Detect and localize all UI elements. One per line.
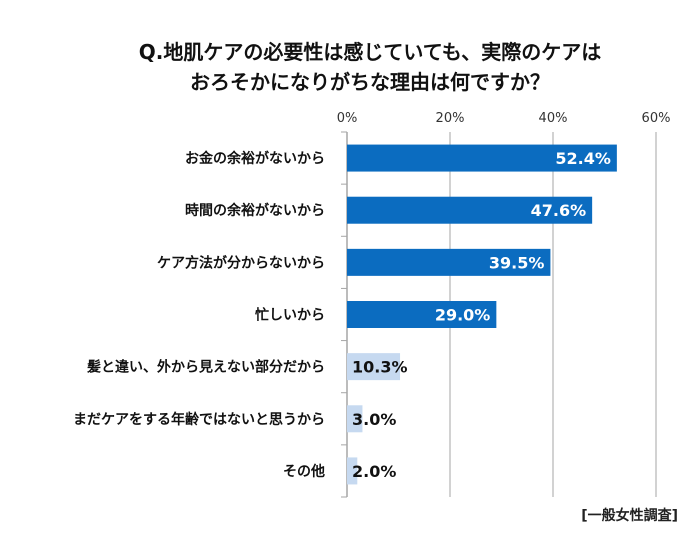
data-label: 39.5% <box>489 253 545 272</box>
data-label: 29.0% <box>435 306 491 325</box>
category-label: まだケアをする年齢ではないと思うから <box>73 411 325 428</box>
data-label: 52.4% <box>555 149 611 168</box>
category-label: ケア方法が分からないから <box>157 254 325 271</box>
bar <box>347 353 401 381</box>
category-label: 髪と違い、外から見えない部分だから <box>86 359 325 376</box>
data-label: 3.0% <box>352 410 396 429</box>
category-label: その他 <box>283 463 325 480</box>
bar <box>347 405 363 433</box>
data-label: 2.0% <box>352 462 396 481</box>
bar <box>347 248 551 276</box>
data-label: 10.3% <box>352 358 408 377</box>
source-note: [一般女性調査] <box>581 508 678 524</box>
category-label: お金の余裕がないから <box>185 150 325 167</box>
chart-title-line-2: おろそかになりがちな理由は何ですか？ <box>190 70 550 94</box>
x-tick-label: 40% <box>539 111 568 126</box>
chart-title-line-1: Q.地肌ケアの必要性は感じていても、実際のケアは <box>138 40 602 64</box>
bar <box>347 301 497 328</box>
bar <box>347 457 358 485</box>
x-tick-label: 20% <box>436 111 465 126</box>
bar <box>347 144 617 172</box>
category-label: 忙しいから <box>255 307 325 324</box>
data-label: 47.6% <box>531 201 587 220</box>
x-tick-label: 0% <box>337 111 358 126</box>
x-tick-label: 60% <box>642 111 671 126</box>
bar <box>347 196 593 224</box>
category-label: 時間の余裕がないから <box>185 202 325 219</box>
